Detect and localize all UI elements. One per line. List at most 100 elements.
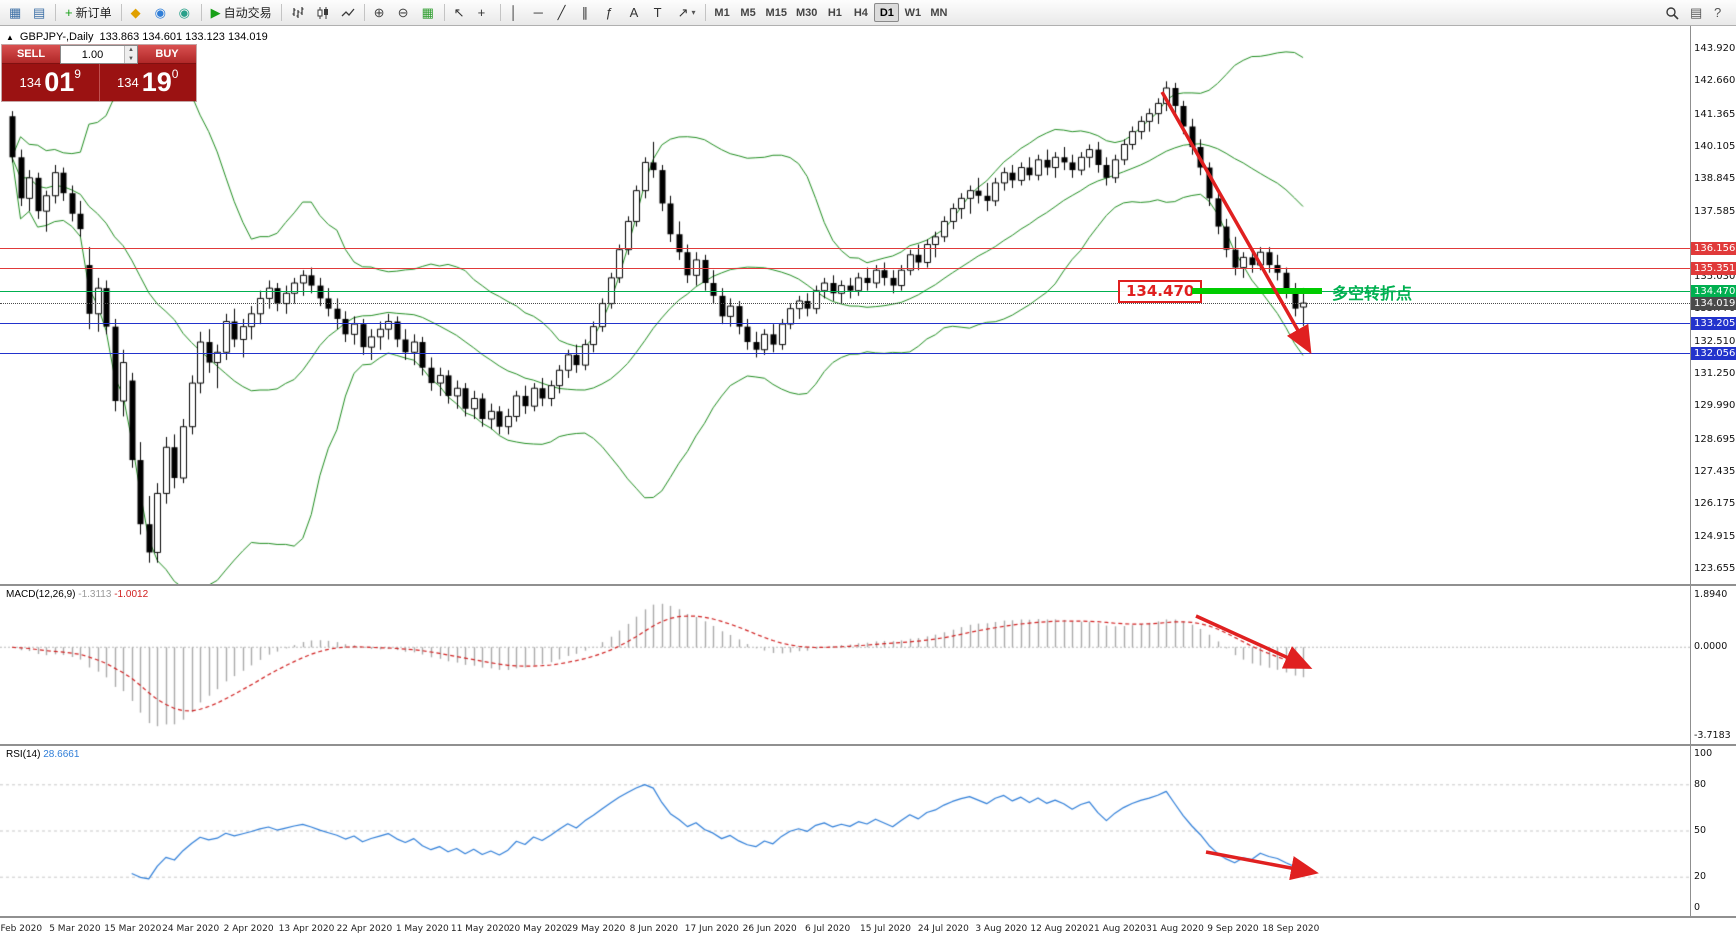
tile-windows-icon: ▦ — [421, 5, 434, 20]
zoom-in-button[interactable]: ⊕ — [369, 2, 392, 23]
data-window-icon: ◉ — [154, 5, 166, 20]
one-click-toggle-icon[interactable]: ▲ — [6, 32, 14, 42]
price-scale-tick: 131.250 — [1694, 368, 1736, 380]
pane-divider-main-macd[interactable] — [0, 584, 1736, 586]
dropdown-caret-icon: ▾ — [691, 8, 696, 17]
text-icon: A — [629, 5, 639, 20]
pane-divider-macd-rsi[interactable] — [0, 744, 1736, 746]
horizontal-line-133.205[interactable] — [0, 323, 1690, 325]
horizontal-line-button[interactable]: ─ — [529, 2, 552, 23]
autotrading-button-label: 自动交易 — [223, 6, 272, 20]
new-order-icon: + — [65, 5, 73, 20]
profiles-button[interactable]: ▤ — [28, 2, 51, 23]
sell-price[interactable]: 134 01 9 — [2, 64, 99, 101]
date-axis-label: 15 Jul 2020 — [860, 924, 911, 934]
price-annotation-box[interactable]: 134.470 — [1118, 280, 1203, 304]
date-axis-label: 13 Apr 2020 — [278, 924, 335, 934]
buy-price[interactable]: 134 19 0 — [98, 64, 196, 101]
timeframe-m1-button[interactable]: M1 — [710, 3, 735, 22]
search-button[interactable] — [1660, 2, 1684, 23]
horizontal-line-134.470[interactable] — [0, 290, 1690, 292]
market-watch-icon: ◆ — [130, 5, 141, 20]
date-axis-label: 24 Jul 2020 — [917, 924, 969, 934]
trendline-button[interactable]: ╱ — [553, 2, 576, 23]
cursor-button[interactable]: ↖ — [449, 2, 472, 23]
timeframe-h1-button[interactable]: H1 — [822, 3, 847, 22]
navigator-button[interactable]: ◉ — [174, 2, 197, 23]
price-scale-level-label: 134.019 — [1691, 296, 1736, 310]
sell-button[interactable]: SELL — [2, 45, 60, 64]
candlestick-chart-button[interactable] — [311, 2, 335, 23]
timeframe-m30-button[interactable]: M30 — [792, 3, 821, 22]
toolbar-group-zoom: ⊕ ⊖ ▦ — [369, 2, 440, 23]
zoom-out-button[interactable]: ⊖ — [393, 2, 416, 23]
date-axis-label: 5 Feb 2020 — [0, 924, 43, 934]
line-chart-button[interactable] — [336, 2, 360, 23]
text-button[interactable]: A — [625, 2, 648, 23]
lot-size-field: ▲ ▼ — [60, 45, 138, 64]
lot-decrease-button[interactable]: ▼ — [125, 54, 137, 63]
new-order-button[interactable]: + 新订单 — [60, 2, 117, 23]
tile-windows-button[interactable]: ▦ — [417, 2, 440, 23]
date-axis-label: 22 Apr 2020 — [336, 924, 393, 934]
horizontal-line-136.156[interactable] — [0, 247, 1690, 249]
macd-scale-label: 1.8940 — [1694, 589, 1728, 600]
pivot-note-text[interactable]: 多空转折点 — [1332, 286, 1413, 304]
toolbar-group-cursor: ↖ + — [449, 2, 496, 23]
rsi-pane-canvas[interactable] — [0, 746, 1690, 916]
price-scale-level-label: 134.470 — [1691, 284, 1736, 298]
new-chart-button[interactable]: ▦ — [4, 2, 27, 23]
trendline-icon: ╱ — [557, 5, 566, 20]
ohlc-values: 133.863 134.601 133.123 134.019 — [99, 31, 268, 43]
timeframe-m5-button[interactable]: M5 — [736, 3, 761, 22]
help-button[interactable]: ? — [1709, 2, 1732, 23]
macd-pane-canvas[interactable] — [0, 586, 1690, 744]
fibonacci-button[interactable]: ƒ — [601, 2, 624, 23]
buy-button[interactable]: BUY — [138, 45, 196, 64]
channel-button[interactable]: ∥ — [577, 2, 600, 23]
chart-header: ▲ GBPJPY-,Daily 133.863 134.601 133.123 … — [6, 31, 268, 43]
timeframe-w1-button[interactable]: W1 — [900, 3, 925, 22]
date-axis-label: 26 Jun 2020 — [742, 924, 797, 934]
sell-price-big: 01 — [44, 67, 75, 97]
price-scale-level-label: 132.056 — [1691, 346, 1736, 360]
bar-chart-button[interactable] — [286, 2, 310, 23]
lot-input[interactable] — [61, 46, 124, 63]
toolbar-separator — [363, 4, 365, 21]
horizontal-line-134.019[interactable] — [0, 302, 1690, 304]
pivot-highlight-bar[interactable] — [1192, 288, 1322, 295]
market-watch-button[interactable]: ◆ — [126, 2, 149, 23]
layout-button[interactable]: ▤ — [1685, 2, 1708, 23]
price-scale-tick: 124.915 — [1694, 530, 1736, 542]
price-chart-canvas[interactable] — [0, 26, 1690, 584]
horizontal-line-icon: ─ — [533, 5, 543, 20]
rsi-scale-label: 50 — [1694, 825, 1707, 836]
date-axis-label: 1 May 2020 — [395, 924, 449, 934]
horizontal-line-132.056[interactable] — [0, 352, 1690, 354]
autotrading-button[interactable]: ▶ 自动交易 — [206, 2, 277, 23]
price-scale-tick: 138.845 — [1694, 173, 1736, 185]
timeframe-mn-button[interactable]: MN — [926, 3, 951, 22]
price-scale-tick: 126.175 — [1694, 498, 1736, 510]
horizontal-line-135.351[interactable] — [0, 268, 1690, 270]
crosshair-button[interactable]: + — [473, 2, 496, 23]
date-axis-label: 24 Mar 2020 — [162, 924, 220, 934]
timeframe-m15-button[interactable]: M15 — [762, 3, 791, 22]
arrows-tool-button[interactable]: ↗ ▾ — [673, 2, 701, 23]
search-icon — [1666, 6, 1679, 20]
new-order-button-label: 新订单 — [75, 6, 112, 20]
text-label-button[interactable]: T — [649, 2, 672, 23]
data-window-button[interactable]: ◉ — [150, 2, 173, 23]
timeframe-h4-button[interactable]: H4 — [848, 3, 873, 22]
toolbar-separator — [280, 4, 282, 21]
toolbar-group-objects: │ ─ ╱ ∥ ƒ A T ↗ ▾ — [505, 2, 701, 23]
toolbar-separator — [200, 4, 202, 21]
lot-increase-button[interactable]: ▲ — [125, 46, 137, 55]
price-scale-border — [1690, 26, 1691, 918]
macd-scale-label: -3.7183 — [1694, 730, 1731, 741]
channel-icon: ∥ — [581, 5, 589, 20]
line-icon — [341, 8, 355, 16]
timeframe-d1-button[interactable]: D1 — [874, 3, 900, 22]
toolbar-group-charttype — [286, 2, 360, 23]
vertical-line-button[interactable]: │ — [505, 2, 528, 23]
